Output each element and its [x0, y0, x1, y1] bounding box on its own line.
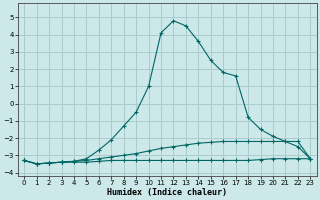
X-axis label: Humidex (Indice chaleur): Humidex (Indice chaleur) [107, 188, 227, 197]
